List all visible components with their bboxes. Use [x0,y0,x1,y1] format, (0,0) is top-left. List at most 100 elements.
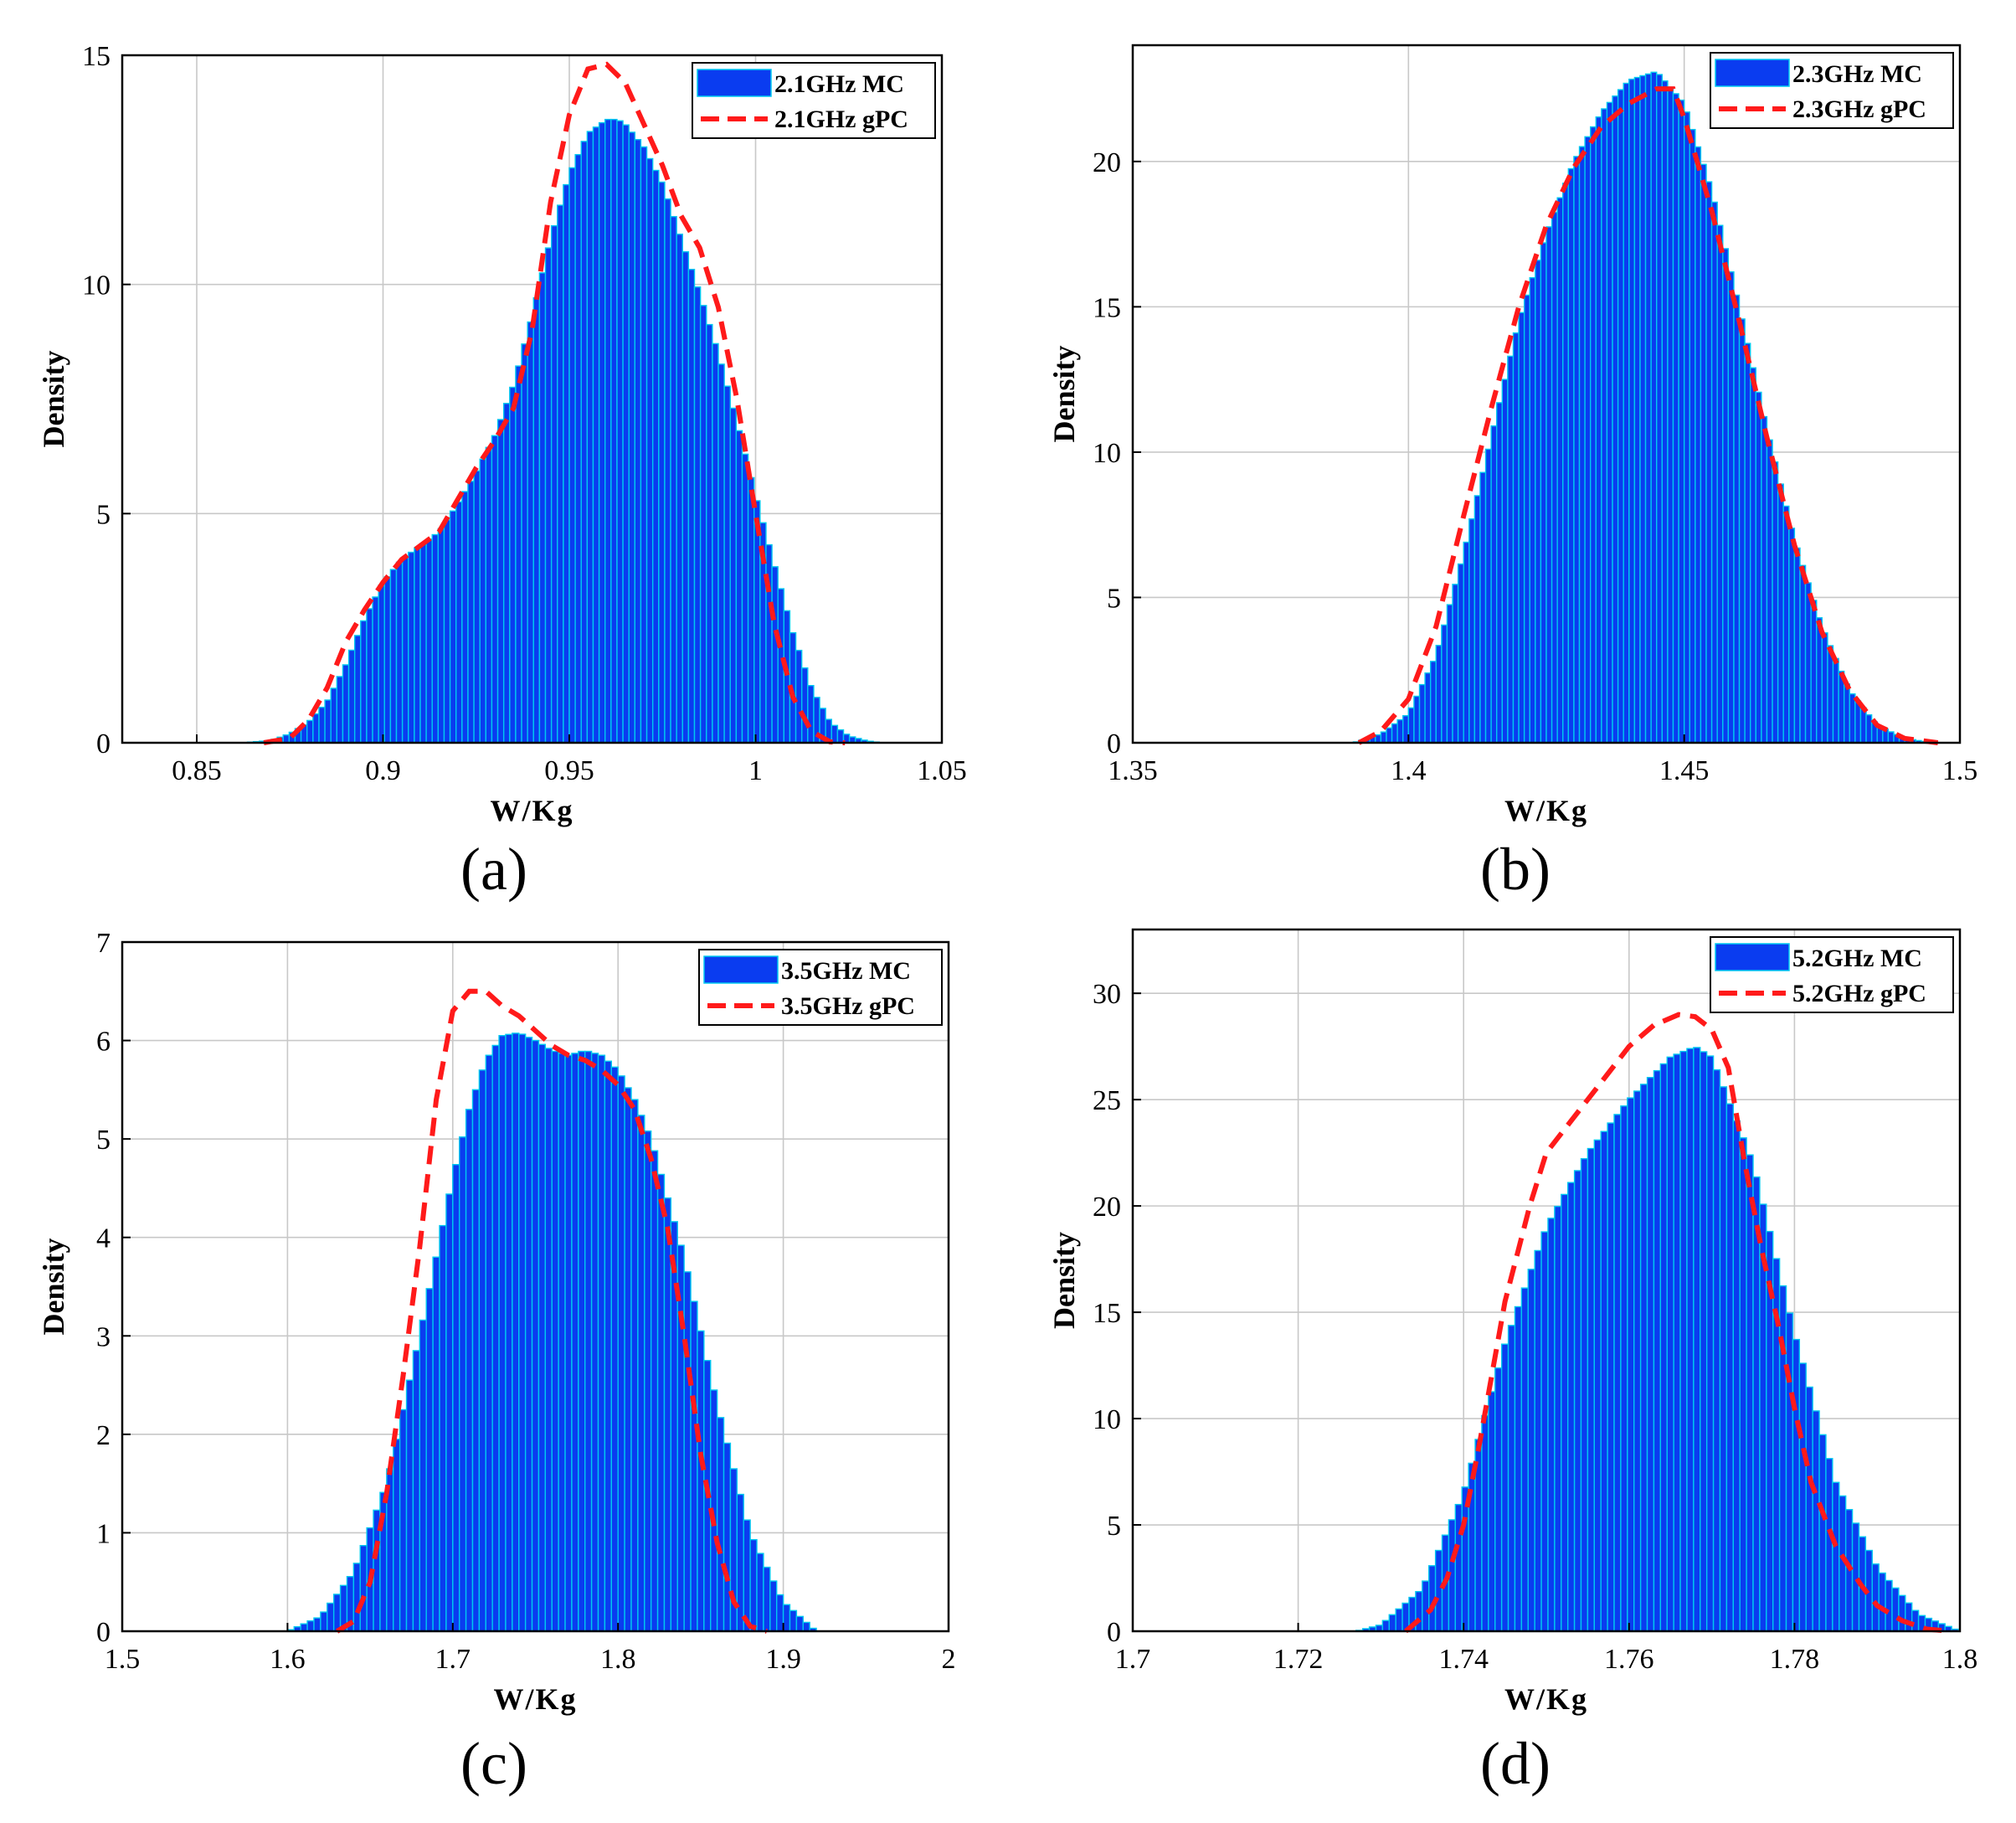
histogram-bar [1601,108,1608,744]
y-tick-label: 30 [1093,979,1121,1010]
histogram-bar [352,1563,361,1632]
histogram-bar [1693,1047,1701,1632]
histogram-bar [496,419,505,744]
histogram-bar [687,269,696,744]
histogram-bar [1639,1084,1648,1632]
histogram-bar [563,183,570,744]
histogram-bar [1659,1063,1668,1632]
histogram-bar [1545,226,1553,744]
histogram-bar [664,198,671,744]
histogram-bar [1750,367,1756,744]
histogram-bar [527,321,534,744]
histogram-bar [485,446,493,744]
histogram-bar [1827,645,1834,744]
legend-mc-label: 2.3GHz MC [1792,60,1922,88]
histogram-bar [1463,541,1470,744]
histogram-bar [1520,1287,1529,1632]
histogram-bar [610,118,618,744]
histogram-bar [393,1439,401,1632]
histogram-bar [1540,1231,1549,1632]
histogram-bar [1628,78,1636,744]
histogram-bar [650,1150,659,1632]
chart-panel-b: 1.35 1.4 1.45 1.5 0 5 10 15 20 W/Kg Density 2.3GHz … [1047,44,1977,903]
histogram-bar [1705,1055,1715,1632]
x-tick-label: 1.9 [765,1644,801,1675]
histogram-bar [1584,136,1592,744]
histogram-bar [1593,1139,1602,1632]
histogram-bar [366,608,373,744]
histogram-bar [330,687,338,744]
histogram-bar [1422,1580,1430,1632]
histogram-bar [1479,471,1487,744]
histogram-bar [1566,1182,1576,1632]
histogram-bar [1623,82,1630,744]
histogram-bar [741,453,749,744]
histogram-bar [1535,260,1542,744]
histogram-bar [800,667,809,744]
histogram-bar [1733,294,1741,744]
histogram-bar [395,561,404,744]
histogram-bar [622,124,630,744]
histogram-bar [736,1493,744,1632]
histogram-bar [1627,1097,1635,1632]
histogram-bar [1529,276,1536,744]
chart-panel-a: 0.85 0.9 0.95 1 1.05 0 5 10 15 W/Kg Density 2.1GHz … [37,41,967,903]
panel-label: (a) [460,836,527,903]
histogram-bar [1744,342,1751,744]
histogram-bar [1898,1594,1906,1632]
y-axis-label: Density [1047,1232,1081,1329]
histogram-bar [1656,74,1664,744]
y-tick-label: 5 [1107,1511,1121,1542]
x-tick-label: 1.74 [1438,1644,1489,1675]
histogram-bar [1738,318,1746,744]
chart-panel-d: 1.7 1.72 1.74 1.76 1.78 1.8 0 5 10 15 20 25 30 W/Kg De… [1047,928,1977,1797]
histogram-bar [399,1408,408,1632]
histogram-bar [1710,201,1718,744]
histogram-bar [1396,718,1404,744]
histogram-bar [756,1553,764,1632]
histogram-bar [432,1256,440,1632]
histogram-bar [1678,99,1685,744]
histogram-bar [1446,604,1453,744]
histogram-bar [282,734,291,744]
legend-gpc-label: 2.3GHz gPC [1792,95,1926,123]
histogram-bar [479,458,487,744]
histogram-bar [1452,584,1459,744]
axes-frame [1131,928,1962,1633]
histogram-bar [716,1417,725,1632]
histogram-bar [372,596,379,744]
histogram-bar [717,363,725,744]
y-tick-label: 3 [96,1321,111,1352]
histogram-bar [1514,1305,1523,1632]
histogram-bar [1673,1053,1681,1632]
histogram-bar [1490,425,1498,744]
histogram-bar [521,343,528,744]
histogram-bar [336,676,344,744]
histogram-bar [1851,1522,1860,1632]
histogram-bar [1580,1158,1589,1632]
x-axis-label: W/Kg [1504,1682,1588,1716]
histogram-bar [419,1319,427,1632]
y-tick-label: 25 [1093,1085,1121,1116]
histogram-bar [1891,1587,1900,1632]
histogram-bar [789,1609,798,1632]
histogram-bar [431,533,440,744]
histogram-bar [1494,1367,1503,1632]
histogram-bar [617,1075,625,1632]
y-tick-label: 10 [82,270,111,301]
histogram-bar [550,224,558,744]
histogram-bar [412,1350,421,1632]
histogram-bar [783,610,791,744]
histogram-bar [1507,1325,1516,1632]
histogram-bar [405,1379,414,1632]
histogram-bar [1507,355,1515,744]
histogram-bar [452,1164,460,1632]
y-tick-label: 20 [1093,147,1121,178]
histogram-bar [802,1621,810,1632]
histogram-bar [1719,1086,1728,1632]
y-axis-label: Density [1047,346,1081,443]
histogram-bar [1679,1050,1688,1632]
histogram-bar [568,167,576,744]
histogram-bar [1639,75,1647,744]
histogram-bar [1859,707,1867,744]
